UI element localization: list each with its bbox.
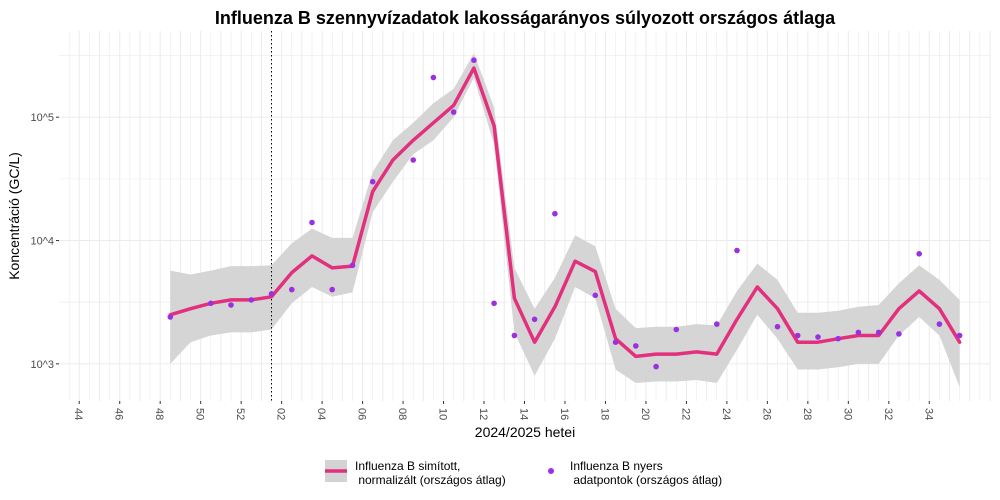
y-axis-title: Koncentráció (GC/L) xyxy=(6,152,22,280)
x-tick-label: 08 xyxy=(396,408,408,420)
raw-data-point xyxy=(349,262,356,269)
x-tick-label: 52 xyxy=(234,408,246,420)
smoothed-line-layer xyxy=(168,66,962,359)
x-tick-label: 10 xyxy=(437,408,449,420)
x-tick-label: 04 xyxy=(315,408,327,420)
smoothed-line xyxy=(168,66,962,359)
x-tick-label: 02 xyxy=(275,408,287,420)
x-axis-title: 2024/2025 hetei xyxy=(475,424,575,440)
raw-data-point xyxy=(329,286,336,293)
x-tick-label: 12 xyxy=(477,408,489,420)
y-tick-label: 10^5 xyxy=(30,112,54,124)
x-tick-label: 28 xyxy=(801,408,813,420)
x-tick-label: 24 xyxy=(720,408,732,420)
confidence-ribbon xyxy=(170,53,960,387)
x-tick-label: 16 xyxy=(558,408,570,420)
raw-data-point xyxy=(511,332,518,339)
y-axis-ticks: 10^3 10^4 10^5 xyxy=(30,112,59,371)
x-tick-label: 14 xyxy=(518,408,530,420)
raw-points-layer xyxy=(167,57,963,370)
raw-data-point xyxy=(815,334,821,340)
x-tick-label: 22 xyxy=(679,408,691,420)
raw-data-point xyxy=(268,291,275,297)
raw-data-point xyxy=(208,300,214,307)
raw-data-point xyxy=(835,335,841,342)
x-tick-label: 44 xyxy=(72,408,84,420)
x-tick-label: 50 xyxy=(194,408,206,420)
raw-data-point xyxy=(369,178,376,185)
chart-title: Influenza B szennyvízadatok lakosságarán… xyxy=(215,8,836,28)
raw-data-point xyxy=(896,331,902,337)
confidence-ribbon-layer xyxy=(170,53,960,387)
x-axis-ticks: 44 46 48 50 52 02 04 06 08 10 12 14 16 18 20 22 24 26 28 30… xyxy=(72,401,934,420)
raw-data-point xyxy=(289,286,295,293)
raw-data-point xyxy=(855,329,862,336)
raw-data-point xyxy=(794,332,801,339)
raw-data-point xyxy=(228,302,234,308)
raw-data-point xyxy=(167,314,174,320)
raw-data-point xyxy=(653,363,659,370)
raw-data-point xyxy=(410,157,417,163)
raw-data-point xyxy=(956,332,963,339)
legend: Influenza B simított, normalizált (orszá… xyxy=(325,459,722,487)
legend-label-smoothed: Influenza B simított, normalizált (orszá… xyxy=(355,459,506,487)
x-tick-label: 30 xyxy=(841,408,853,420)
x-tick-label: 18 xyxy=(598,408,610,420)
raw-data-point xyxy=(450,109,457,115)
raw-data-point xyxy=(491,300,497,307)
raw-data-point xyxy=(248,297,255,303)
raw-data-point xyxy=(673,326,680,333)
legend-label-raw: Influenza B nyers adatpontok (országos á… xyxy=(570,459,722,487)
x-tick-label: 06 xyxy=(356,408,368,420)
x-tick-label: 46 xyxy=(113,408,125,420)
raw-data-point xyxy=(531,316,538,323)
raw-data-point xyxy=(714,321,720,327)
raw-data-point xyxy=(592,292,599,299)
raw-data-point xyxy=(875,329,882,336)
raw-data-point xyxy=(309,219,315,226)
x-tick-label: 32 xyxy=(882,408,894,420)
raw-data-point xyxy=(612,339,619,346)
y-tick-label: 10^3 xyxy=(30,359,54,371)
x-tick-label: 34 xyxy=(922,408,934,420)
raw-data-point xyxy=(430,74,437,81)
raw-data-point xyxy=(471,57,477,63)
raw-data-point xyxy=(774,323,781,330)
raw-data-point xyxy=(916,251,922,257)
x-tick-label: 48 xyxy=(153,408,165,420)
raw-data-point xyxy=(633,343,639,349)
x-tick-label: 26 xyxy=(760,408,772,420)
raw-data-point xyxy=(734,247,740,254)
grid-lines xyxy=(59,31,991,401)
raw-data-point xyxy=(936,321,943,327)
raw-data-point xyxy=(552,210,558,217)
legend-key-raw-point xyxy=(548,468,554,474)
y-tick-label: 10^4 xyxy=(30,236,54,248)
x-tick-label: 20 xyxy=(639,408,651,420)
